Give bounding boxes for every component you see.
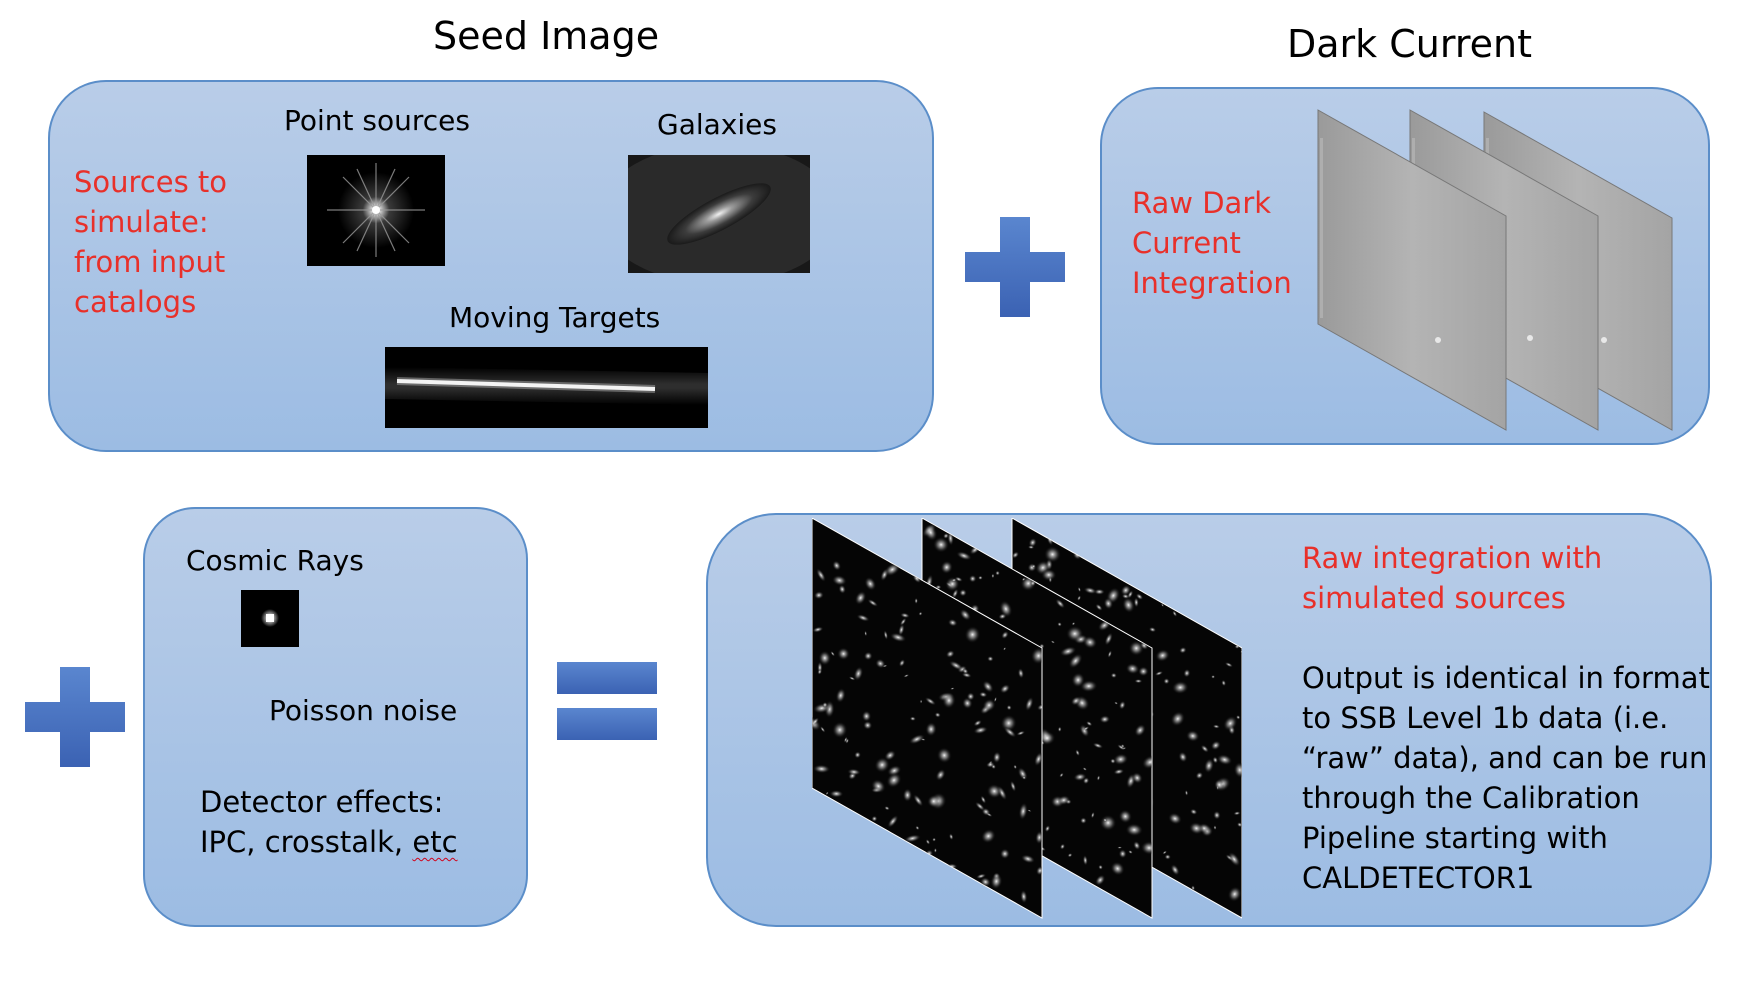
sources-line-4: catalogs [74,285,197,319]
output-frames [812,518,1242,924]
sources-line-3: from input [74,245,226,279]
cosmic-ray-image [241,590,299,647]
dark-frame-1 [1317,109,1507,431]
raw-integration-line-2: simulated sources [1302,581,1566,615]
output-frame [812,518,1043,919]
detector-line-1: Detector effects: [200,785,444,819]
dark-current-frames [1316,108,1676,434]
dark-line-2: Current [1132,226,1241,260]
output-desc-line-4: through the Calibration [1302,781,1640,815]
dark-line-1: Raw Dark [1132,186,1272,220]
detector-effects-text: Detector effects: IPC, crosstalk, etc [200,782,458,862]
sources-line-2: simulate: [74,205,209,239]
output-desc-line-3: “raw” data), and can be run [1302,741,1708,775]
output-desc-line-2: to SSB Level 1b data (i.e. [1302,701,1669,735]
output-desc-line-5: Pipeline starting with [1302,821,1608,855]
equals-icon [557,662,657,742]
output-desc-line-1: Output is identical in format [1302,661,1710,695]
plus-icon [965,217,1065,317]
poisson-noise-label: Poisson noise [269,694,458,727]
output-desc-line-6: CALDETECTOR1 [1302,861,1535,895]
moving-target-image [385,347,708,428]
galaxy-image [628,155,810,273]
dark-current-title: Dark Current [1287,22,1532,66]
galaxies-label: Galaxies [657,108,777,141]
detector-line-2: IPC, crosstalk, etc [200,822,458,862]
cosmic-rays-label: Cosmic Rays [186,544,364,577]
raw-dark-current-text: Raw Dark Current Integration [1132,183,1292,303]
moving-targets-label: Moving Targets [449,301,661,334]
point-sources-label: Point sources [284,104,470,137]
sources-line-1: Sources to [74,165,228,199]
raw-integration-line-1: Raw integration with [1302,541,1603,575]
output-description: Output is identical in format to SSB Lev… [1302,658,1710,898]
seed-image-title: Seed Image [433,14,660,58]
detector-line-2b: etc [412,825,458,859]
point-source-image [307,155,445,266]
detector-line-2a: IPC, crosstalk, [200,825,413,859]
effects-panel [143,507,528,927]
dark-line-3: Integration [1132,266,1292,300]
raw-integration-text: Raw integration with simulated sources [1302,538,1602,618]
plus-icon [25,667,125,767]
sources-to-simulate-text: Sources to simulate: from input catalogs [74,162,227,322]
